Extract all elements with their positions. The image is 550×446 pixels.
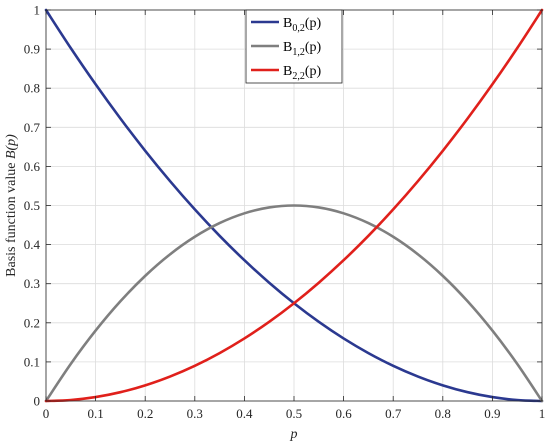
legend-label-main: B	[283, 16, 292, 31]
x-axis-title: p	[290, 427, 298, 442]
x-tick-label: 0.3	[187, 406, 203, 421]
legend: B0,2(p)B1,2(p)B2,2(p)	[245, 9, 343, 84]
y-tick-label: 0	[34, 394, 41, 409]
x-tick-label: 0.4	[236, 406, 253, 421]
y-tick-label: 0.8	[24, 81, 40, 96]
legend-label-2-2: B2,2(p)	[283, 64, 322, 82]
legend-label-tail: (p)	[305, 40, 322, 55]
y-axis-title: Basis function value B(p)	[4, 134, 19, 277]
x-tick-label: 0.5	[286, 406, 302, 421]
legend-label-1-2: B1,2(p)	[283, 40, 322, 58]
y-tick-label: 0.7	[24, 120, 41, 135]
x-tick-label: 0.2	[137, 406, 153, 421]
legend-label-main: B	[283, 64, 292, 79]
legend-label-subscript: 1,2	[292, 47, 305, 58]
legend-label-subscript: 0,2	[292, 23, 305, 34]
legend-label-main: B	[283, 40, 292, 55]
x-tick-label: 0	[43, 406, 50, 421]
x-tick-label: 1	[539, 406, 546, 421]
x-tick-label: 0.1	[87, 406, 103, 421]
y-tick-label: 0.5	[24, 198, 40, 213]
x-tick-labels: 0 0.1 0.2 0.3 0.4 0.5 0.6 0.7 0.8 0.9 1	[43, 406, 546, 421]
y-tick-label: 0.1	[24, 354, 40, 369]
y-tick-label: 0.9	[24, 42, 40, 57]
series-line-1-2	[44, 204, 544, 403]
y-tick-labels: 0 0.1 0.2 0.3 0.4 0.5 0.6 0.7 0.8 0.9 1	[24, 3, 41, 409]
y-tick-label: 1	[34, 3, 41, 18]
y-tick-label: 0.4	[24, 237, 41, 252]
y-tick-label: 0.3	[24, 276, 40, 291]
legend-label-subscript: 2,2	[292, 71, 305, 82]
x-tick-label: 0.6	[335, 406, 352, 421]
series-line-2-2	[44, 8, 544, 403]
y-axis-title-prefix: Basis function value	[4, 159, 19, 277]
legend-label-0-2: B0,2(p)	[283, 16, 322, 34]
series-layer	[44, 8, 544, 403]
y-tick-label: 0.6	[24, 159, 41, 174]
legend-label-tail: (p)	[305, 16, 322, 31]
y-axis-title-variable: B(p)	[4, 134, 19, 159]
x-tick-label: 0.9	[484, 406, 500, 421]
x-tick-label: 0.8	[435, 406, 451, 421]
legend-label-tail: (p)	[305, 64, 322, 79]
y-tick-label: 0.2	[24, 315, 40, 330]
x-tick-label: 0.7	[385, 406, 402, 421]
